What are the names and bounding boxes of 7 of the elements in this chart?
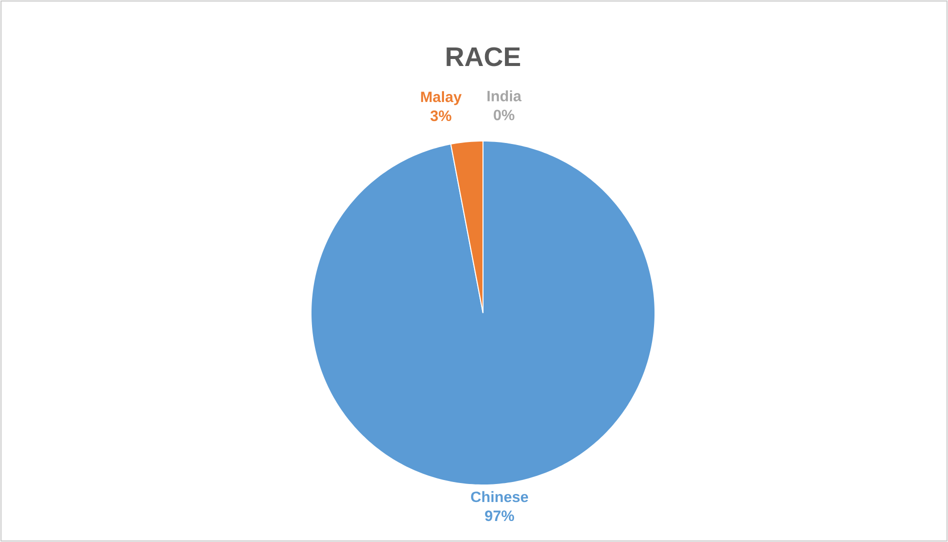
slice-label: Chinese (471, 491, 528, 502)
chart-title: RACE (446, 47, 520, 66)
data-label: 3% (430, 110, 452, 122)
slice-label: Malay (421, 91, 462, 106)
category-label: India (488, 90, 522, 102)
text: 0% (494, 110, 514, 120)
data-label: 97% (485, 510, 514, 522)
